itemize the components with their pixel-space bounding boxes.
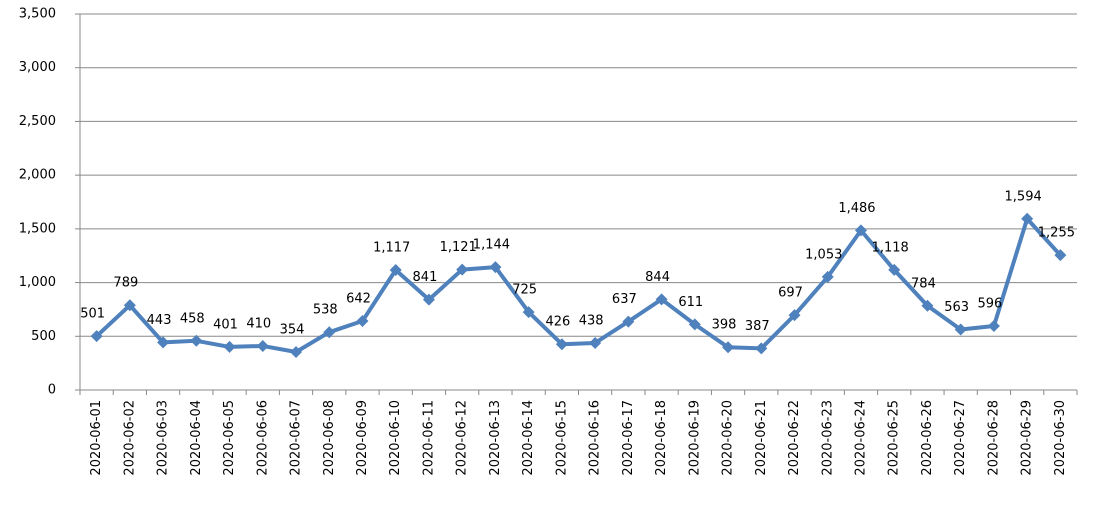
marker — [223, 340, 236, 353]
marker — [323, 326, 336, 339]
marker — [888, 263, 901, 276]
marker — [722, 341, 735, 354]
data-label: 637 — [612, 292, 637, 307]
marker — [788, 309, 801, 322]
marker — [555, 338, 568, 351]
x-tick-label: 2020-06-08 — [322, 400, 337, 476]
x-tick-label: 2020-06-15 — [554, 400, 569, 476]
data-label: 538 — [313, 303, 338, 318]
data-label: 1,053 — [805, 247, 842, 262]
y-tick-label: 2,500 — [19, 114, 56, 129]
x-tick-label: 2020-06-11 — [421, 400, 436, 476]
x-tick-label: 2020-06-04 — [189, 400, 204, 476]
x-tick-label: 2020-06-28 — [986, 400, 1001, 476]
y-tick-label: 3,500 — [19, 7, 56, 22]
marker — [854, 224, 867, 237]
data-label: 1,121 — [440, 240, 477, 255]
y-tick-label: 2,000 — [19, 168, 56, 183]
data-label: 387 — [745, 319, 770, 334]
data-label: 438 — [579, 313, 604, 328]
y-tick-label: 1,000 — [19, 275, 56, 290]
data-label: 426 — [545, 315, 570, 330]
x-tick-label: 2020-06-13 — [488, 400, 503, 476]
data-label: 596 — [978, 296, 1003, 311]
data-label: 443 — [147, 313, 172, 328]
x-tick-label: 2020-06-29 — [1020, 400, 1035, 476]
marker — [655, 293, 668, 306]
data-label: 401 — [213, 317, 238, 332]
x-tick-label: 2020-06-19 — [687, 400, 702, 476]
data-label: 784 — [911, 276, 936, 291]
marker — [821, 270, 834, 283]
x-tick-label: 2020-06-23 — [820, 400, 835, 476]
data-label: 1,594 — [1005, 189, 1042, 204]
x-tick-label: 2020-06-16 — [588, 400, 603, 476]
marker — [256, 339, 269, 352]
marker — [290, 345, 303, 358]
marker — [987, 319, 1000, 332]
x-tick-label: 2020-06-09 — [355, 400, 370, 476]
x-tick-label: 2020-06-10 — [388, 400, 403, 476]
data-label: 844 — [645, 270, 670, 285]
data-label: 1,117 — [373, 241, 410, 256]
marker — [90, 330, 103, 343]
y-tick-label: 1,500 — [19, 221, 56, 236]
x-tick-label: 2020-06-14 — [521, 400, 536, 476]
data-label: 1,255 — [1038, 226, 1075, 241]
x-tick-label: 2020-06-01 — [89, 400, 104, 476]
y-tick-label: 500 — [31, 329, 56, 344]
data-label: 1,144 — [473, 238, 510, 253]
marker — [522, 306, 535, 319]
y-tick-label: 0 — [48, 383, 56, 398]
data-label: 725 — [512, 283, 537, 298]
x-tick-label: 2020-06-06 — [255, 400, 270, 476]
data-label: 501 — [80, 307, 105, 322]
marker — [921, 299, 934, 312]
marker — [389, 264, 402, 277]
marker — [489, 261, 502, 274]
data-label: 697 — [778, 286, 803, 301]
x-tick-label: 2020-06-03 — [156, 400, 171, 476]
data-label: 410 — [246, 316, 271, 331]
marker — [422, 293, 435, 306]
y-tick-label: 3,000 — [19, 60, 56, 75]
data-label: 1,486 — [838, 201, 875, 216]
x-tick-label: 2020-06-02 — [122, 400, 137, 476]
data-label: 642 — [346, 292, 371, 307]
marker — [123, 299, 136, 312]
x-tick-label: 2020-06-21 — [754, 400, 769, 476]
marker — [157, 336, 170, 349]
marker — [190, 334, 203, 347]
marker — [589, 336, 602, 349]
marker — [755, 342, 768, 355]
x-tick-label: 2020-06-25 — [887, 400, 902, 476]
marker — [456, 263, 469, 276]
x-tick-label: 2020-06-12 — [455, 400, 470, 476]
x-tick-label: 2020-06-24 — [853, 400, 868, 476]
marker — [1054, 249, 1067, 262]
data-label: 611 — [678, 295, 703, 310]
marker — [356, 315, 369, 328]
marker — [954, 323, 967, 336]
data-label: 398 — [712, 318, 737, 333]
x-tick-label: 2020-06-20 — [721, 400, 736, 476]
x-tick-label: 2020-06-17 — [621, 400, 636, 476]
x-tick-label: 2020-06-05 — [222, 400, 237, 476]
marker — [688, 318, 701, 331]
x-tick-label: 2020-06-27 — [953, 400, 968, 476]
data-label: 458 — [180, 311, 205, 326]
data-label: 789 — [113, 276, 138, 291]
x-tick-label: 2020-06-26 — [920, 400, 935, 476]
marker — [1021, 212, 1034, 225]
data-label: 1,118 — [872, 240, 909, 255]
marker — [622, 315, 635, 328]
x-tick-label: 2020-06-30 — [1053, 400, 1068, 476]
x-tick-label: 2020-06-18 — [654, 400, 669, 476]
x-tick-label: 2020-06-22 — [787, 400, 802, 476]
data-label: 563 — [944, 300, 969, 315]
x-tick-label: 2020-06-07 — [289, 400, 304, 476]
data-label: 841 — [413, 270, 438, 285]
data-label: 354 — [280, 322, 305, 337]
